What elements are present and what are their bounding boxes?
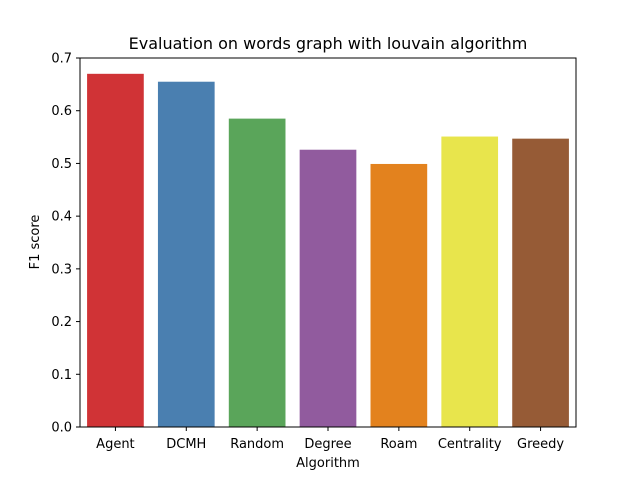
x-tick-label: Centrality: [438, 437, 502, 452]
x-tick-label: DCMH: [166, 437, 206, 452]
x-axis: Agent DCMH Random Degree Roam Centrality Greed…: [96, 427, 564, 452]
y-tick-label: 0.5: [51, 157, 72, 172]
y-tick-label: 0.1: [51, 368, 72, 383]
bar-dcmh: [157, 81, 215, 427]
y-tick-label: 0.4: [51, 210, 72, 225]
bar-random: [228, 118, 286, 427]
x-tick-label: Degree: [304, 437, 351, 452]
y-tick-label: 0.7: [51, 52, 72, 67]
x-axis-label: Algorithm: [296, 456, 360, 471]
y-axis-label: F1 score: [28, 215, 43, 270]
chart-title: Evaluation on words graph with louvain a…: [129, 34, 528, 53]
bar-agent: [87, 73, 144, 428]
x-tick-label: Agent: [96, 437, 134, 452]
x-tick-label: Random: [230, 437, 284, 452]
y-axis: 0.0 0.1 0.2 0.3 0.4 0.5 0.6 0.7: [51, 52, 80, 436]
bar-centrality: [441, 136, 499, 427]
bars-group: [87, 73, 569, 428]
y-tick-label: 0.0: [51, 421, 72, 436]
y-tick-label: 0.6: [51, 104, 72, 119]
plot-frame: [79, 57, 577, 428]
bar-degree: [299, 149, 357, 428]
y-tick-label: 0.2: [51, 315, 72, 330]
x-tick-label: Roam: [380, 437, 417, 452]
y-tick-label: 0.3: [51, 262, 72, 277]
x-tick-label: Greedy: [517, 437, 564, 452]
bar-greedy: [512, 138, 569, 427]
bar-roam: [370, 163, 428, 427]
